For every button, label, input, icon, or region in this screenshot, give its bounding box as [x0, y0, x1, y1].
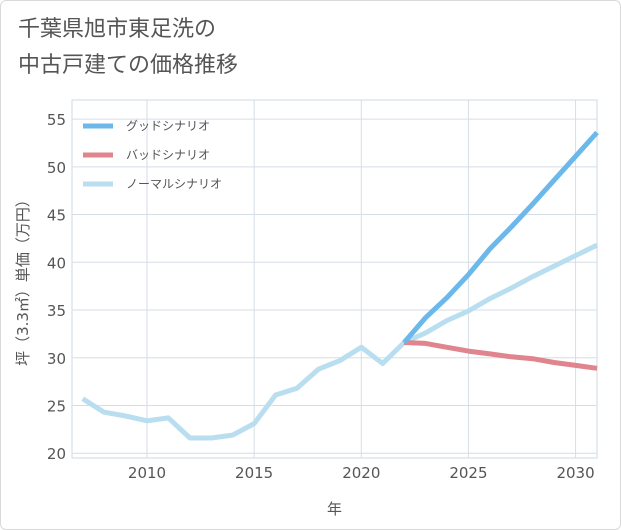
series-line-0: [402, 130, 599, 345]
chart-title-line-2: 中古戸建ての価格推移: [18, 53, 239, 78]
chart-title: 千葉県旭市東足洗の 中古戸建ての価格推移: [18, 12, 238, 84]
y-tick-label: 40: [47, 254, 66, 272]
legend-label: グッドシナリオ: [126, 119, 210, 133]
y-tick-label: 55: [47, 111, 66, 129]
y-tick-label: 45: [47, 207, 66, 225]
series-lines: [81, 130, 599, 441]
plot-frame: [71, 99, 598, 459]
x-tick-label: 2030: [556, 464, 594, 482]
x-tick-label: 2015: [235, 464, 273, 482]
series-line-1: [403, 340, 598, 371]
legend-label: バッドシナリオ: [126, 148, 210, 162]
x-tick-label: 2020: [342, 464, 380, 482]
y-tick-label: 30: [47, 350, 66, 368]
x-axis-label: 年: [327, 500, 342, 518]
grid-lines: [71, 99, 598, 459]
y-tick-label: 50: [47, 159, 66, 177]
y-tick-label: 25: [47, 397, 66, 415]
legend-label: ノーマルシナリオ: [126, 177, 222, 191]
series-line-2: [81, 242, 599, 441]
y-tick-label: 35: [47, 302, 66, 320]
chart-title-line-1: 千葉県旭市東足洗の: [18, 17, 217, 42]
y-tick-label: 20: [47, 445, 66, 463]
y-axis-label: 坪（3.3㎡）単価（万円）: [14, 192, 32, 366]
x-tick-label: 2010: [128, 464, 166, 482]
x-tick-label: 2025: [449, 464, 487, 482]
